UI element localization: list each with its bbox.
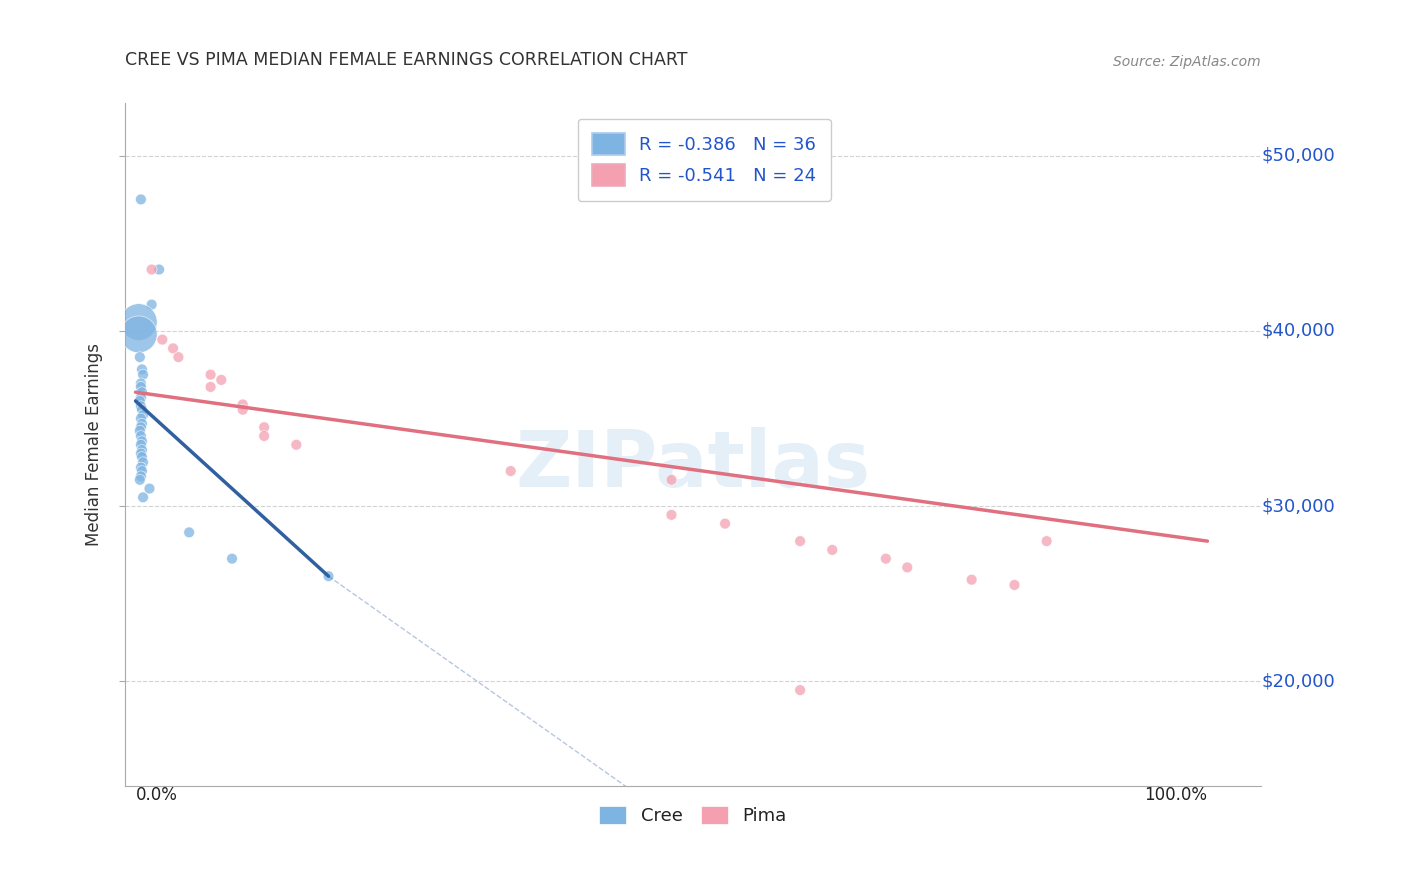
Point (661, 508, 683, 522)
Point (128, 350, 150, 364)
Point (167, 350, 190, 364)
Point (128, 393, 150, 408)
Point (232, 402, 254, 417)
Point (131, 464, 153, 478)
Point (128, 473, 150, 487)
Point (499, 464, 522, 478)
Point (661, 473, 683, 487)
Point (150, 333, 173, 347)
Point (132, 491, 155, 505)
Point (148, 262, 170, 277)
Text: ZIPatlas: ZIPatlas (516, 427, 870, 503)
Point (128, 315, 150, 329)
Point (179, 525, 201, 540)
Point (318, 569, 340, 583)
Y-axis label: Median Female Earnings: Median Female Earnings (86, 343, 103, 546)
Point (129, 391, 152, 405)
Point (200, 380, 222, 394)
Point (132, 368, 155, 382)
Point (285, 438, 308, 452)
Point (789, 683, 811, 698)
Point (141, 262, 163, 277)
Point (138, 482, 160, 496)
Point (253, 420, 276, 434)
Point (129, 399, 152, 413)
Point (141, 297, 163, 311)
Text: $40,000: $40,000 (1261, 322, 1334, 340)
Point (714, 516, 737, 531)
Text: Source: ZipAtlas.com: Source: ZipAtlas.com (1114, 54, 1261, 69)
Point (896, 560, 918, 574)
Point (162, 342, 184, 356)
Point (129, 438, 152, 452)
Point (131, 362, 153, 376)
Text: 0.0%: 0.0% (135, 787, 177, 805)
Point (129, 411, 152, 425)
Point (131, 442, 153, 457)
Point (131, 434, 153, 449)
Text: $50,000: $50,000 (1261, 146, 1334, 165)
Point (821, 542, 844, 557)
Point (1035, 534, 1057, 549)
Point (128, 327, 150, 342)
Point (129, 376, 152, 391)
Point (1004, 578, 1026, 592)
Point (221, 551, 243, 566)
Point (131, 385, 153, 400)
Point (960, 573, 983, 587)
Point (129, 420, 152, 434)
Point (200, 368, 222, 382)
Point (128, 424, 150, 438)
Legend: Cree, Pima: Cree, Pima (592, 798, 794, 832)
Point (129, 193, 152, 207)
Text: $20,000: $20,000 (1261, 673, 1334, 690)
Point (789, 534, 811, 549)
Point (129, 380, 152, 394)
Point (132, 455, 155, 469)
Point (129, 469, 152, 483)
Point (232, 397, 254, 411)
Point (132, 408, 155, 422)
Point (875, 551, 897, 566)
Point (253, 429, 276, 443)
Point (129, 460, 152, 475)
Point (131, 402, 153, 417)
Text: $30,000: $30,000 (1261, 497, 1334, 515)
Point (131, 450, 153, 464)
Text: 100.0%: 100.0% (1144, 787, 1208, 805)
Point (131, 417, 153, 431)
Text: CREE VS PIMA MEDIAN FEMALE EARNINGS CORRELATION CHART: CREE VS PIMA MEDIAN FEMALE EARNINGS CORR… (125, 51, 688, 69)
Point (209, 373, 232, 387)
Point (129, 429, 152, 443)
Point (129, 446, 152, 460)
